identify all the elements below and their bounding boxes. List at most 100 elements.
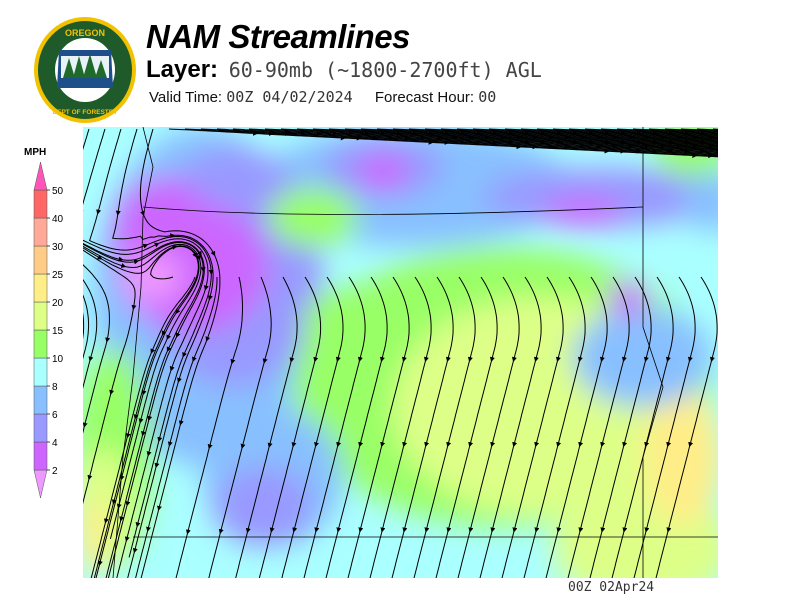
streamline — [314, 446, 339, 533]
wind-speed-area — [573, 307, 713, 407]
streamline — [248, 128, 338, 136]
streamline — [520, 128, 610, 136]
colorbar-box-10-15 — [33, 329, 48, 359]
streamline — [468, 360, 492, 448]
streamline — [184, 128, 274, 136]
streamline — [512, 446, 537, 533]
streamline — [200, 128, 290, 136]
streamline — [456, 128, 546, 136]
streamline — [696, 128, 718, 131]
streamline — [534, 446, 559, 533]
streamline — [325, 531, 339, 578]
colorbar-box-8-10 — [33, 357, 48, 387]
streamline — [704, 141, 718, 144]
streamline — [175, 533, 188, 578]
colorbar-box-25-30 — [33, 245, 48, 275]
streamline — [167, 360, 194, 447]
streamline — [119, 394, 144, 481]
streamline — [536, 128, 626, 136]
streamline — [312, 128, 402, 136]
streamline — [504, 128, 594, 136]
streamline — [282, 276, 298, 363]
streamline — [616, 128, 706, 136]
streamline — [348, 276, 366, 363]
streamline — [83, 341, 108, 428]
streamline — [111, 418, 136, 505]
streamline — [90, 522, 106, 578]
streamline — [413, 531, 427, 578]
streamline — [127, 552, 135, 578]
streamline — [245, 446, 270, 534]
streamline — [704, 132, 718, 135]
streamline — [440, 128, 530, 136]
streamline — [292, 446, 316, 533]
colorbar-tick-label: 20 — [52, 298, 64, 309]
streamline — [347, 531, 361, 578]
streamline — [457, 531, 471, 578]
streamline — [83, 264, 111, 343]
streamline — [472, 128, 562, 136]
streamline — [336, 446, 361, 533]
colorbar-box-4-6 — [33, 413, 48, 443]
streamline — [680, 128, 718, 132]
streamline — [83, 128, 90, 151]
streamline — [414, 276, 432, 363]
streamline — [140, 509, 159, 578]
streamline — [326, 276, 344, 363]
streamline — [166, 271, 204, 353]
streamline — [584, 128, 674, 136]
colorbar-tick-label: 50 — [52, 186, 64, 197]
streamline — [688, 132, 718, 136]
streamline — [267, 361, 292, 448]
streamline — [230, 276, 243, 365]
streamline — [83, 247, 103, 260]
streamline — [600, 128, 690, 136]
valid-time-info: Valid Time: 00Z 04/02/2024 Forecast Hour… — [149, 88, 496, 106]
streamline — [600, 360, 624, 448]
streamline — [157, 424, 181, 511]
streamline — [139, 128, 154, 217]
streamline — [116, 540, 127, 578]
colorbar-tick-label: 2 — [52, 466, 58, 477]
streamline — [568, 128, 658, 136]
streamline — [109, 309, 134, 396]
streamline — [112, 214, 176, 240]
streamline — [672, 141, 718, 145]
streamline — [523, 531, 537, 578]
streamline — [656, 276, 674, 363]
wind-speed-area — [683, 172, 718, 232]
wind-speed-area — [608, 281, 648, 317]
streamline — [314, 360, 338, 448]
streamline — [358, 360, 382, 448]
streamline — [672, 132, 718, 137]
streamline — [141, 313, 177, 396]
streamline — [101, 244, 178, 274]
streamline — [648, 128, 718, 133]
streamline — [175, 245, 200, 315]
chart-title: NAM Streamlines — [146, 18, 410, 55]
streamline — [644, 446, 669, 533]
streamline — [232, 128, 322, 136]
streamline — [556, 360, 580, 448]
colorbar-tick-label: 25 — [52, 270, 64, 281]
streamline — [192, 277, 218, 363]
colorbar-box-40-50 — [33, 189, 48, 219]
streamline — [132, 466, 157, 554]
streamline — [174, 234, 214, 301]
streamline — [402, 360, 426, 448]
streamline — [125, 352, 152, 439]
streamline — [141, 350, 168, 437]
streamline-map — [83, 127, 718, 578]
streamline — [424, 446, 449, 533]
streamline — [161, 256, 199, 336]
streamline — [490, 446, 515, 533]
streamline — [296, 128, 386, 136]
streamline — [589, 531, 603, 578]
streamline — [83, 239, 160, 255]
colorbar-unit: MPH — [24, 147, 46, 158]
streamline — [672, 150, 718, 154]
streamline — [95, 564, 100, 578]
streamline — [369, 531, 383, 578]
streamline — [122, 241, 202, 261]
streamline — [83, 278, 98, 362]
